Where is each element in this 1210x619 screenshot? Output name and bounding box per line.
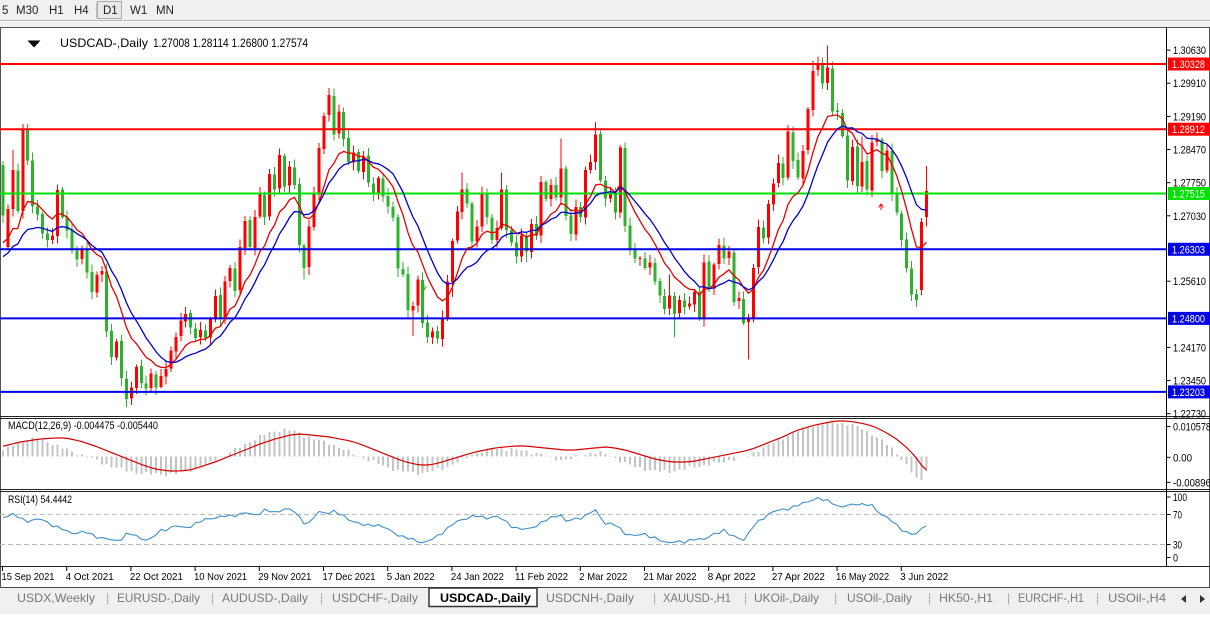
svg-text:XAUUSD-,H1: XAUUSD-,H1 (663, 591, 731, 605)
svg-text:1.24800: 1.24800 (1172, 313, 1205, 325)
svg-text:15 Sep 2021: 15 Sep 2021 (2, 571, 55, 583)
svg-text:1.30630: 1.30630 (1173, 45, 1206, 57)
svg-text:|: | (106, 591, 109, 605)
svg-text:H4: H4 (74, 5, 89, 17)
svg-text:-0.00896: -0.00896 (1173, 477, 1210, 489)
svg-text:5 Jan 2022: 5 Jan 2022 (387, 571, 435, 583)
svg-text:1.28470: 1.28470 (1173, 145, 1206, 157)
svg-text:70: 70 (1173, 510, 1182, 522)
svg-text:USOil-,H4: USOil-,H4 (1108, 591, 1166, 605)
svg-text:1.28912: 1.28912 (1172, 124, 1205, 136)
svg-text:USOil-,Daily: USOil-,Daily (847, 591, 912, 605)
svg-text:|: | (834, 591, 837, 605)
svg-text:USDX,Weekly: USDX,Weekly (17, 591, 95, 605)
svg-text:3 Jun 2022: 3 Jun 2022 (900, 571, 948, 583)
svg-text:8 Apr 2022: 8 Apr 2022 (708, 571, 756, 583)
svg-text:1.29190: 1.29190 (1173, 111, 1206, 123)
svg-text:11 Feb 2022: 11 Feb 2022 (515, 571, 568, 583)
svg-text:1.23450: 1.23450 (1173, 376, 1206, 388)
svg-text:M30: M30 (16, 5, 38, 17)
svg-text:|: | (1007, 591, 1010, 605)
svg-text:USDCNH-,Daily: USDCNH-,Daily (546, 591, 634, 605)
svg-text:1.22730: 1.22730 (1173, 409, 1206, 421)
svg-text:|: | (1096, 591, 1099, 605)
svg-text:22 Oct 2021: 22 Oct 2021 (130, 571, 183, 583)
svg-text:MACD(12,26,9) -0.004475 -0.005: MACD(12,26,9) -0.004475 -0.005440 (8, 420, 158, 432)
svg-text:1.24170: 1.24170 (1173, 342, 1206, 354)
svg-text:1.26303: 1.26303 (1172, 244, 1205, 256)
svg-text:30: 30 (1173, 540, 1182, 552)
svg-text:AUDUSD-,Daily: AUDUSD-,Daily (222, 591, 308, 605)
svg-text:1.27008 1.28114 1.26800 1.2757: 1.27008 1.28114 1.26800 1.27574 (153, 36, 308, 50)
svg-text:W1: W1 (130, 5, 147, 17)
svg-text:|: | (211, 591, 214, 605)
svg-text:27 Apr 2022: 27 Apr 2022 (772, 571, 825, 583)
svg-text:1.27750: 1.27750 (1173, 178, 1206, 190)
svg-text:USDCAD-,Daily: USDCAD-,Daily (440, 591, 531, 605)
svg-text:UKOil-,Daily: UKOil-,Daily (754, 591, 819, 605)
svg-text:29 Nov 2021: 29 Nov 2021 (258, 571, 311, 583)
svg-text:17 Dec 2021: 17 Dec 2021 (323, 571, 376, 583)
svg-text:HK50-,H1: HK50-,H1 (939, 591, 993, 605)
svg-text:|: | (928, 591, 931, 605)
svg-text:MN: MN (156, 5, 174, 17)
svg-text:5: 5 (2, 5, 8, 17)
svg-text:EURCHF-,H1: EURCHF-,H1 (1018, 591, 1084, 605)
svg-text:1.27030: 1.27030 (1173, 211, 1206, 223)
svg-text:0.00: 0.00 (1173, 452, 1192, 464)
svg-text:USDCHF-,Daily: USDCHF-,Daily (332, 591, 418, 605)
svg-text:10 Nov 2021: 10 Nov 2021 (194, 571, 247, 583)
svg-text:1.23203: 1.23203 (1172, 387, 1205, 399)
svg-text:EURUSD-,Daily: EURUSD-,Daily (117, 591, 200, 605)
svg-text:RSI(14) 54.4442: RSI(14) 54.4442 (8, 494, 72, 506)
svg-text:24 Jan 2022: 24 Jan 2022 (451, 571, 504, 583)
svg-text:1.25610: 1.25610 (1173, 276, 1206, 288)
svg-text:H1: H1 (49, 5, 64, 17)
svg-text:1.30328: 1.30328 (1172, 59, 1205, 71)
svg-text:|: | (653, 591, 656, 605)
svg-text:1.27515: 1.27515 (1172, 189, 1205, 201)
svg-text:0: 0 (1173, 553, 1178, 565)
svg-text:0.010578: 0.010578 (1173, 422, 1210, 434)
svg-text:2 Mar 2022: 2 Mar 2022 (579, 571, 627, 583)
svg-text:1.29910: 1.29910 (1173, 78, 1206, 90)
svg-text:4 Oct 2021: 4 Oct 2021 (66, 571, 114, 583)
svg-text:|: | (744, 591, 747, 605)
svg-text:16 May 2022: 16 May 2022 (836, 571, 889, 583)
svg-text:|: | (320, 591, 323, 605)
svg-text:D1: D1 (103, 5, 118, 17)
svg-text:USDCAD-,Daily: USDCAD-,Daily (60, 36, 148, 50)
svg-text:21 Mar 2022: 21 Mar 2022 (644, 571, 697, 583)
svg-text:100: 100 (1173, 492, 1187, 504)
